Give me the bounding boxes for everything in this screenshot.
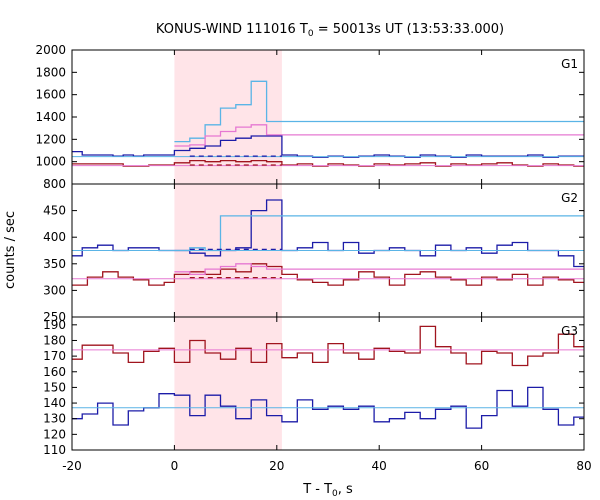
g2-y-tick-label: 400 [43,230,66,244]
g1-series-2 [174,80,584,143]
g2-y-tick-label: 300 [43,283,66,297]
g3-panel-label: G3 [561,324,578,338]
x-tick-label: 0 [171,459,179,473]
g1-y-tick-label: 800 [43,177,66,191]
g3-y-tick-label: 140 [43,396,66,410]
chart-panels: G1800100012001400160018002000G2250300350… [35,43,591,473]
g3-y-tick-label: 110 [43,443,66,457]
g1-series-3 [174,124,584,147]
g2-y-tick-label: 350 [43,257,66,271]
g3-y-tick-label: 170 [43,349,66,363]
g2-y-tick-label: 450 [43,204,66,218]
chart-title: KONUS-WIND 111016 T0 = 50013s UT (13:53:… [156,22,504,39]
g2-panel-label: G2 [561,191,578,205]
g3-series-0 [72,325,584,367]
g1-y-tick-label: 1800 [35,65,66,79]
x-tick-label: 80 [576,459,591,473]
g3-y-tick-label: 130 [43,412,66,426]
g1-y-tick-label: 2000 [35,43,66,57]
g1-series-1 [72,159,584,167]
x-tick-label: 60 [474,459,489,473]
x-tick-label: 40 [372,459,387,473]
g1-y-tick-label: 1200 [35,132,66,146]
g1-y-tick-label: 1400 [35,110,66,124]
g2-y-tick-label: 250 [43,310,66,324]
g2-series-1 [72,263,584,286]
g2-series-0 [72,199,584,268]
g1-shaded-interval [174,50,282,184]
x-tick-label: 20 [269,459,284,473]
g3-y-tick-label: 120 [43,427,66,441]
g3-shaded-interval [174,317,282,450]
g3-y-tick-label: 150 [43,380,66,394]
g2-series-3 [174,263,584,276]
x-tick-label: -20 [62,459,82,473]
g1-series-0 [72,135,584,158]
g3-y-tick-label: 190 [43,318,66,332]
g2-series-2 [174,215,584,252]
g1-y-tick-label: 1600 [35,88,66,102]
g3-y-tick-label: 180 [43,333,66,347]
y-axis-label: counts / sec [3,211,18,289]
g1-panel-label: G1 [561,57,578,71]
x-axis-label: T - T0, s [302,482,353,499]
g1-y-tick-label: 1000 [35,155,66,169]
g3-frame [71,316,585,451]
g3-y-tick-label: 160 [43,365,66,379]
